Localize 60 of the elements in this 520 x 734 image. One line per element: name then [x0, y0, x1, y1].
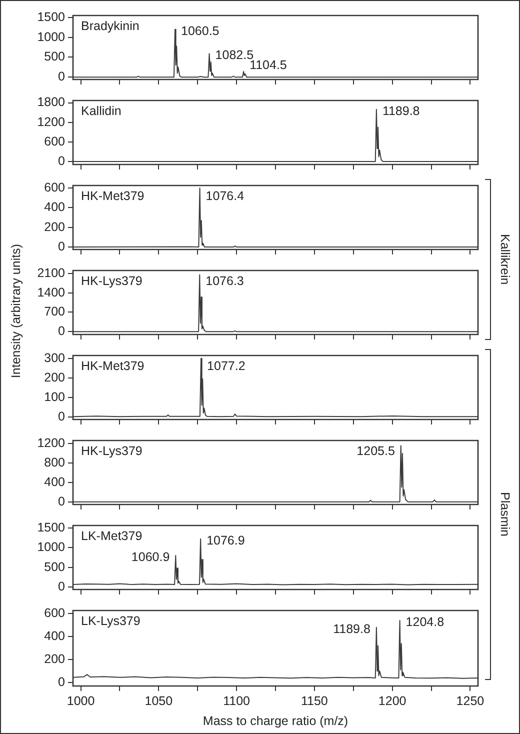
annotation: 1060.9: [131, 550, 170, 564]
y-tick-label: 1500: [37, 10, 66, 24]
chart-title: HK-Met379: [81, 358, 144, 373]
annotation: 1060.5: [181, 24, 220, 38]
y-tick-label: 200: [44, 652, 66, 666]
annotation: 1189.8: [333, 622, 370, 636]
y-tick-label: 0: [58, 675, 66, 690]
y-tick-label: 2100: [37, 266, 66, 280]
y-tick-label: 0: [58, 154, 66, 168]
y-tick-label: 0: [58, 239, 66, 254]
annotation: 1076.9: [206, 533, 245, 548]
y-tick-label: 300: [44, 350, 66, 365]
y-tick-label: 600: [44, 606, 66, 620]
annotation: 1189.8: [382, 104, 420, 118]
y-tick-label: 1200: [37, 114, 66, 129]
y-tick-label: 400: [44, 200, 66, 214]
chart-title: HK-Met379: [81, 188, 144, 203]
y-tick-label: 500: [44, 50, 66, 64]
y-tick-label: 400: [44, 629, 66, 644]
x-tick-label: 1250: [456, 694, 484, 708]
y-tick-label: 0: [58, 409, 66, 424]
y-tick-label: 0: [58, 494, 66, 508]
y-tick-label: 700: [44, 304, 66, 319]
y-tick-label: 1500: [37, 520, 66, 534]
chart-title: Kallidin: [81, 104, 122, 118]
chart-title: LK-Lys379: [81, 614, 140, 628]
chart-title: Bradykinin: [81, 18, 140, 33]
y-tick-label: 1000: [37, 30, 66, 44]
y-tick-label: 800: [44, 456, 66, 470]
x-tick-label: 1050: [144, 694, 173, 708]
y-tick-label: 0: [58, 70, 66, 84]
annotation: 1076.3: [206, 274, 244, 288]
y-tick-label: 1000: [37, 540, 66, 554]
y-tick-label: 1200: [37, 436, 66, 450]
y-tick-label: 0: [58, 580, 66, 594]
y-tick-label: 400: [44, 474, 66, 489]
annotation: 1104.5: [250, 58, 287, 72]
chart-title: LK-Met379: [81, 528, 142, 543]
x-axis-title: Mass to charge ratio (m/z): [202, 714, 348, 728]
y-tick-label: 0: [58, 324, 66, 338]
chart-title: HK-Lys379: [81, 274, 142, 288]
annotation: 1205.5: [356, 444, 395, 458]
y-tick-label: 200: [44, 220, 66, 234]
annotation: 1077.2: [207, 358, 246, 373]
y-axis-title: Intensity (arbitrary units): [9, 244, 23, 378]
y-tick-label: 1800: [37, 95, 66, 110]
x-tick-label: 1200: [378, 694, 406, 708]
text: Plasmin: [498, 492, 512, 537]
text: Kallikrein: [498, 234, 512, 285]
y-tick-label: 100: [44, 390, 66, 404]
annotation: 1076.4: [206, 188, 244, 203]
x-tick-label: 1150: [300, 694, 328, 708]
y-tick-label: 600: [44, 134, 66, 148]
y-tick-label: 1400: [37, 285, 66, 300]
x-tick-label: 1100: [223, 694, 250, 708]
y-tick-label: 500: [44, 560, 66, 574]
y-tick-label: 200: [44, 370, 66, 384]
chart-title: HK-Lys379: [81, 444, 142, 458]
y-tick-label: 600: [44, 180, 66, 194]
annotation: 1204.8: [406, 614, 444, 629]
